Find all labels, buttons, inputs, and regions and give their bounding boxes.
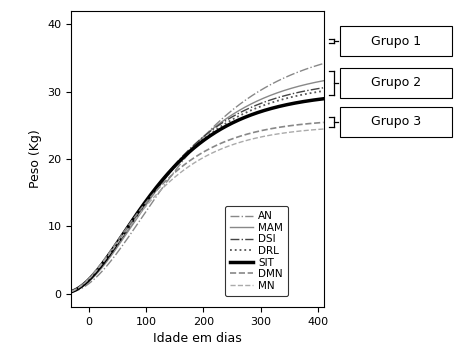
Text: Grupo 2: Grupo 2 xyxy=(371,76,421,89)
Text: Grupo 1: Grupo 1 xyxy=(371,35,421,47)
Text: Grupo 3: Grupo 3 xyxy=(371,115,421,128)
X-axis label: Idade em dias: Idade em dias xyxy=(153,332,242,345)
Y-axis label: Peso (Kg): Peso (Kg) xyxy=(29,130,42,188)
Legend: AN, MAM, DSI, DRL, SIT, DMN, MN: AN, MAM, DSI, DRL, SIT, DMN, MN xyxy=(225,206,288,296)
